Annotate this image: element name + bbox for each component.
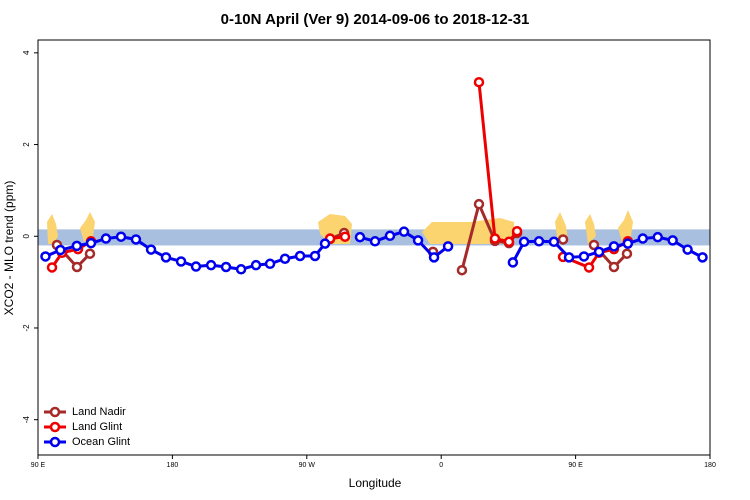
data-point (190, 261, 202, 272)
plot-layer (40, 76, 708, 276)
data-point (235, 264, 247, 275)
data-point (384, 230, 396, 242)
data-point (622, 238, 634, 249)
data-point (145, 244, 157, 255)
y-tick-label: 2 (22, 142, 31, 147)
data-point (309, 250, 321, 262)
data-point (608, 241, 620, 252)
data-point (40, 251, 51, 262)
x-tick-label: 0 (439, 462, 443, 469)
data-point (593, 246, 605, 258)
legend-marker (49, 436, 61, 448)
legend-label: Land Glint (72, 421, 122, 433)
data-point (46, 262, 58, 273)
data-point (205, 259, 217, 271)
data-point (442, 241, 454, 252)
data-point (130, 234, 142, 245)
legend-label: Ocean Glint (72, 436, 130, 448)
data-point (518, 236, 530, 248)
data-point (503, 236, 515, 248)
x-tick-label: 90 E (31, 462, 46, 469)
land-shape (585, 214, 596, 244)
series-line (50, 82, 629, 270)
legend: Land Nadir Land Glint Ocean Glint (44, 406, 130, 448)
data-point (652, 231, 663, 243)
legend-marker (49, 421, 61, 433)
data-point (583, 262, 595, 273)
x-tick-label: 180 (704, 462, 716, 469)
data-point (608, 261, 620, 273)
data-point (621, 248, 633, 259)
data-point (115, 231, 127, 242)
y-tick-label: -2 (22, 324, 31, 332)
data-point (339, 231, 351, 242)
legend-marker (49, 406, 61, 418)
data-point (548, 236, 560, 248)
data-point (160, 252, 172, 263)
legend-label: Land Nadir (72, 406, 126, 418)
data-point (489, 233, 501, 244)
data-point (473, 76, 485, 88)
data-point (71, 261, 83, 273)
land-shape (80, 212, 95, 242)
land-shape (618, 210, 633, 242)
y-axis-label: XCO2 - MLO trend (ppm) (2, 181, 16, 316)
data-point (697, 252, 708, 263)
data-point (71, 240, 83, 252)
data-point (578, 251, 590, 262)
data-point (85, 237, 97, 249)
land-shape (47, 214, 58, 244)
data-point (279, 253, 291, 264)
data-point (511, 225, 523, 237)
data-point (412, 235, 424, 246)
y-tick-label: 4 (22, 50, 31, 55)
data-point (428, 252, 440, 263)
x-tick-label: 90 E (568, 462, 583, 469)
plot-frame (37, 39, 711, 456)
data-point (637, 233, 649, 244)
data-point (456, 264, 468, 276)
data-point (563, 252, 575, 263)
data-point (398, 226, 410, 237)
data-point (473, 198, 485, 210)
data-point (588, 239, 600, 251)
data-point (682, 244, 693, 255)
data-point (319, 238, 331, 249)
data-point (369, 236, 381, 247)
chart-title: 0-10N April (Ver 9) 2014-09-06 to 2018-1… (221, 11, 530, 28)
x-tick-label: 180 (167, 462, 179, 469)
data-point (220, 261, 232, 273)
data-point (507, 257, 519, 268)
data-point (250, 259, 262, 271)
y-tick-label: -4 (22, 416, 31, 424)
data-point (100, 233, 112, 244)
data-point (55, 244, 66, 256)
data-point (84, 248, 96, 259)
data-point (354, 231, 366, 243)
y-tick-label: 0 (22, 233, 31, 238)
data-point (294, 250, 306, 262)
data-point (557, 234, 569, 245)
data-point (264, 258, 276, 270)
x-axis-label: Longitude (349, 476, 402, 490)
x-tick-label: 90 W (299, 462, 316, 469)
data-point (533, 236, 545, 247)
data-point (175, 256, 187, 267)
data-point (667, 235, 678, 246)
